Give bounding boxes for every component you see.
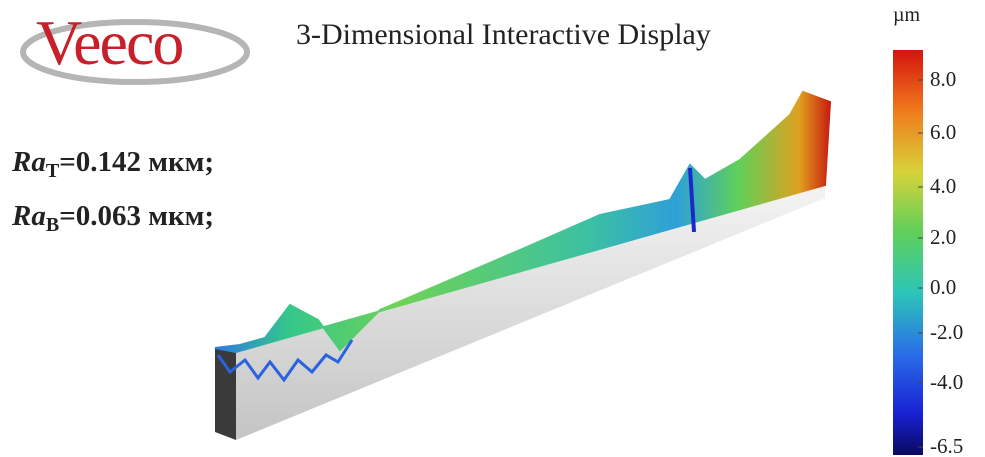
colorbar-label: -6.5: [930, 434, 963, 457]
colorbar-unit: µm: [893, 4, 920, 27]
subscript: T: [46, 160, 59, 182]
colorbar-label: 2.0: [930, 225, 956, 250]
colorbar-label: -2.0: [930, 320, 963, 345]
colorbar-label: 6.0: [930, 120, 956, 145]
subscript: B: [46, 214, 59, 236]
symbol: Ra: [12, 146, 46, 178]
colorbar: [893, 50, 923, 455]
slab-side: [236, 185, 825, 440]
symbol: Ra: [12, 200, 46, 232]
screen: Veeco 3-Dimensional Interactive Display …: [0, 0, 985, 457]
roughness: RaB=0.063 мкм;: [12, 200, 214, 237]
colorbar-label: 0.0: [930, 275, 956, 300]
title: 3-Dimensional Interactive Display: [296, 18, 711, 52]
colorbar-label: 8.0: [930, 67, 956, 92]
slab-end: [215, 348, 236, 440]
value: =0.063 мкм;: [59, 200, 214, 232]
roughness: RaT=0.142 мкм;: [12, 146, 214, 183]
colorbar-label: -4.0: [930, 370, 963, 395]
colorbar-label: 4.0: [930, 174, 956, 199]
value: =0.142 мкм;: [59, 146, 214, 178]
logo: Veeco: [36, 6, 182, 80]
